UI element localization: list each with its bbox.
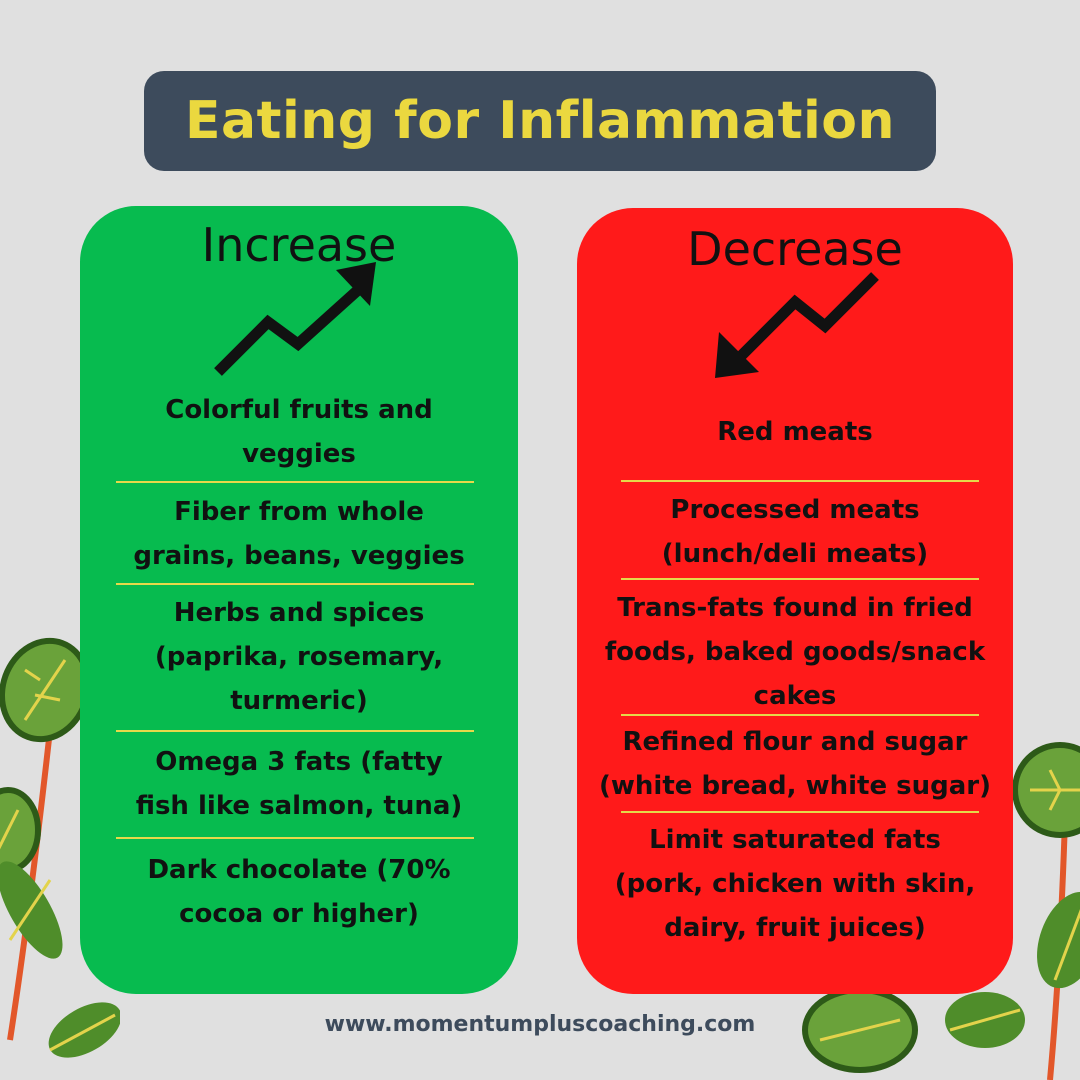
item-divider — [621, 578, 979, 580]
increase-item: Fiber from whole grains, beans, veggies — [133, 497, 465, 571]
increase-item: Herbs and spices (paprika, rosemary, turme… — [154, 598, 444, 716]
decrease-item: Refined flour and sugar (white bread, whi… — [599, 727, 991, 801]
increase-item: Colorful fruits and veggies — [165, 395, 433, 469]
title-banner: Eating for Inflammation — [144, 71, 936, 171]
item-divider — [116, 481, 474, 483]
decrease-item: Trans-fats found in fried foods, baked go… — [604, 593, 986, 711]
decrease-item: Red meats — [717, 417, 873, 447]
item-divider — [621, 811, 979, 813]
item-divider — [116, 837, 474, 839]
increase-item: Omega 3 fats (fatty fish like salmon, tun… — [135, 747, 463, 821]
website-link[interactable]: www.momentumpluscoaching.com — [324, 1012, 756, 1037]
increase-card: Increase Colorful fruits and veggies Fibe… — [80, 206, 518, 994]
trend-down-arrow-icon — [715, 272, 879, 378]
decrease-heading: Decrease — [687, 222, 903, 276]
item-divider — [116, 583, 474, 585]
decrease-item: Limit saturated fats (pork, chicken with … — [614, 825, 976, 943]
decrease-item: Processed meats (lunch/deli meats) — [661, 495, 929, 569]
decrease-card: Decrease Red meats Processed meats (lunch… — [577, 208, 1013, 994]
item-divider — [116, 730, 474, 732]
item-divider — [621, 480, 979, 482]
leaf-decoration-right — [1012, 742, 1080, 1080]
increase-heading: Increase — [201, 218, 397, 272]
page-title: Eating for Inflammation — [184, 91, 896, 151]
leaf-decoration-bottom — [802, 987, 1025, 1073]
leaf-decoration-left — [0, 637, 120, 1058]
item-divider — [621, 714, 979, 716]
increase-item: Dark chocolate (70% cocoa or higher) — [147, 855, 451, 929]
trend-up-arrow-icon — [214, 262, 376, 376]
